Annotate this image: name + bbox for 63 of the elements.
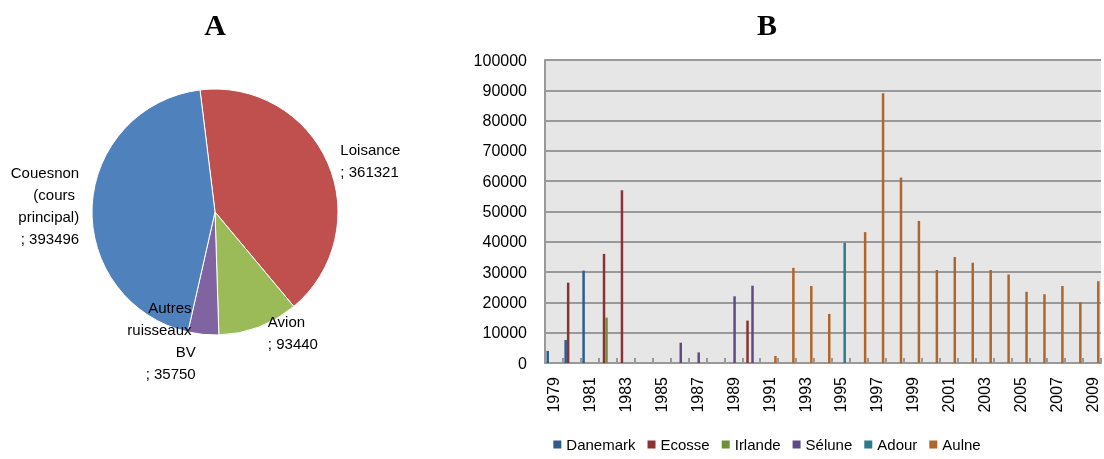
slice-label: Loisance <box>340 141 401 159</box>
y-tick-label: 40000 <box>482 233 528 251</box>
y-tick-label: 70000 <box>482 142 528 160</box>
bar <box>1097 281 1100 363</box>
bar <box>751 285 754 363</box>
x-tick-label: 1991 <box>760 376 778 413</box>
bar <box>989 269 992 363</box>
bar <box>582 270 585 363</box>
x-tick-label: 1979 <box>545 376 563 413</box>
y-tick-label: 90000 <box>482 81 528 99</box>
chart-title: A <box>204 7 227 41</box>
data-label: ; 393496 <box>20 230 80 248</box>
data-label: ; 361321 <box>340 163 399 181</box>
bar <box>792 267 795 363</box>
bar <box>1025 291 1028 363</box>
bar <box>843 242 846 363</box>
legend-label: Danemark <box>566 436 637 453</box>
slice-label: Avion <box>267 313 306 331</box>
bar <box>564 339 567 363</box>
x-tick-label: 1997 <box>868 376 886 413</box>
y-tick-label: 50000 <box>482 203 528 220</box>
bar <box>828 313 831 363</box>
x-tick-label: 2007 <box>1047 376 1065 413</box>
bar <box>1043 294 1046 363</box>
legend-label: Irlande <box>734 436 781 453</box>
x-tick-label: 1989 <box>724 376 742 413</box>
data-label: ; 93440 <box>267 335 318 353</box>
x-tick-label: 1985 <box>653 376 671 413</box>
x-tick-label: 2001 <box>940 376 958 413</box>
bar <box>810 286 813 363</box>
slice-label: Autres ruisseaux BV <box>127 298 196 360</box>
x-tick-label: 1999 <box>904 376 922 413</box>
y-tick-label: 10000 <box>482 324 528 342</box>
y-tick-label: 0 <box>518 354 528 372</box>
bar <box>605 317 608 363</box>
x-tick-label: 1993 <box>796 376 814 413</box>
y-tick-label: 60000 <box>482 172 528 190</box>
x-tick-label: 1981 <box>581 376 599 413</box>
legend-label: Ecosse <box>660 436 710 453</box>
bar <box>1007 274 1010 363</box>
x-tick-label: 1995 <box>832 376 850 413</box>
bar <box>697 352 700 363</box>
bar <box>1079 302 1082 363</box>
bar <box>546 350 549 363</box>
x-tick-label: 2005 <box>1011 376 1029 413</box>
legend-label: Adour <box>877 436 918 453</box>
slice-label: Couesnon (cours principal) <box>10 164 80 226</box>
y-tick-label: 30000 <box>482 263 528 281</box>
x-tick-label: 2003 <box>975 376 993 413</box>
y-tick-label: 20000 <box>482 293 528 311</box>
x-tick-label: 1987 <box>688 376 706 413</box>
bar <box>733 296 736 363</box>
bar <box>1061 286 1064 363</box>
x-tick-label: 1983 <box>617 376 635 413</box>
chart-title: B <box>756 7 778 41</box>
y-tick-label: 80000 <box>482 112 528 130</box>
bar <box>746 320 749 363</box>
y-tick-label: 100000 <box>473 51 528 69</box>
bar <box>971 262 974 363</box>
legend-label: Aulne <box>942 436 981 453</box>
legend-label: Sélune <box>805 436 853 453</box>
x-tick-label: 2009 <box>1083 376 1101 413</box>
data-label: ; 35750 <box>145 364 196 382</box>
